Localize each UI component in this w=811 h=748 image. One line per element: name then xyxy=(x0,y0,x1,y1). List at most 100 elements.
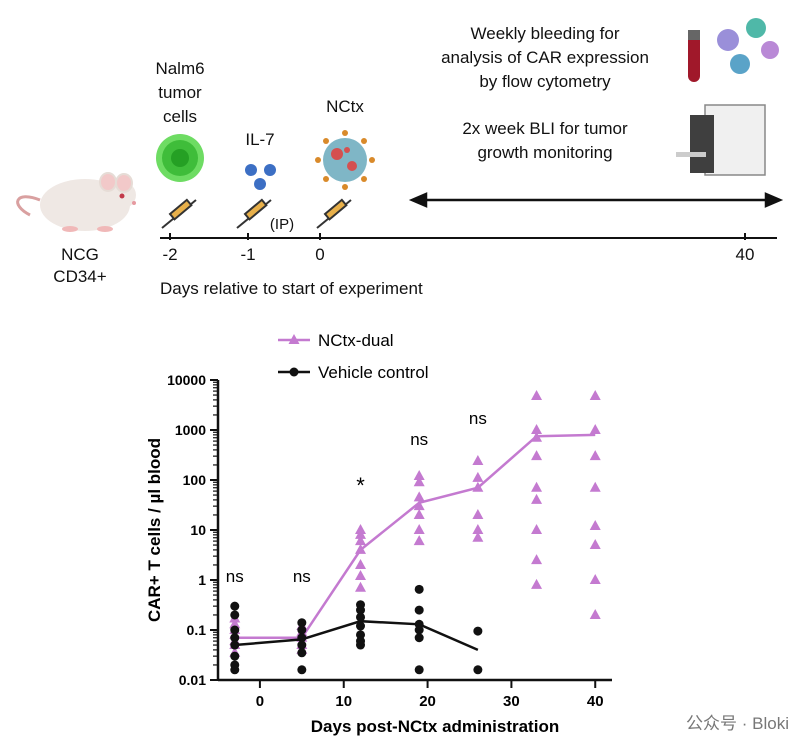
series-mean-line xyxy=(234,433,596,639)
bli-text-line1: 2x week BLI for tumor xyxy=(462,119,628,138)
data-point xyxy=(356,612,366,622)
data-point xyxy=(413,470,425,481)
data-point xyxy=(531,450,543,461)
data-point xyxy=(531,389,543,400)
data-point xyxy=(356,630,366,640)
syringe-icon xyxy=(236,198,272,229)
data-point xyxy=(413,508,425,519)
data-point xyxy=(355,581,367,592)
timeline-axis xyxy=(160,233,777,240)
immune-cells-icon xyxy=(717,18,779,74)
data-point xyxy=(230,610,240,620)
tumor-label-line2: tumor xyxy=(158,83,202,102)
legend-marker xyxy=(288,334,300,344)
data-point xyxy=(531,424,543,434)
data-point xyxy=(589,539,601,550)
data-point xyxy=(531,481,543,492)
significance-label: * xyxy=(356,473,365,498)
x-tick-label: 0 xyxy=(256,693,264,710)
data-point xyxy=(355,543,367,554)
data-point xyxy=(413,491,425,502)
data-point xyxy=(589,424,601,434)
timeline-tick-label: 40 xyxy=(735,245,755,264)
data-point xyxy=(355,535,367,546)
data-point xyxy=(531,524,543,534)
data-point xyxy=(472,508,484,519)
virus-icon xyxy=(315,130,375,190)
tumor-cell-icon xyxy=(156,134,204,182)
data-point xyxy=(230,633,240,643)
data-point xyxy=(356,621,366,631)
bli-text-line2: growth monitoring xyxy=(477,143,613,162)
tumor-label-line3: cells xyxy=(162,107,197,126)
data-point xyxy=(413,500,425,511)
y-tick-label: 0.1 xyxy=(187,622,207,638)
schematic-graphics xyxy=(16,18,784,240)
data-point xyxy=(414,605,424,615)
y-tick-label: 0.01 xyxy=(179,672,206,688)
timeline-tick-label: -1 xyxy=(240,245,256,264)
bleeding-text-line1: Weekly bleeding for xyxy=(470,24,620,43)
y-tick-label: 100 xyxy=(183,472,207,488)
data-point xyxy=(414,584,424,594)
timeline-tick-label: -2 xyxy=(162,245,178,264)
plot-area: 0.01 0.1 1 10 100 1000 10000 0 10 20 30 40 Days post… xyxy=(145,331,612,736)
data-point xyxy=(297,648,307,658)
watermark: 公众号 · Bloki xyxy=(686,714,789,733)
data-point xyxy=(230,625,240,635)
significance-label: ns xyxy=(226,567,244,586)
x-tick-label: 10 xyxy=(335,693,352,710)
data-point xyxy=(413,476,425,487)
y-tick-label: 10 xyxy=(190,522,206,538)
data-point xyxy=(589,481,601,492)
data-point xyxy=(473,665,483,675)
x-tick-label: 30 xyxy=(503,693,520,710)
data-point xyxy=(297,618,307,628)
ip-label: (IP) xyxy=(269,216,295,233)
x-tick-label: 40 xyxy=(587,693,604,710)
experiment-schematic: NCG CD34+ Nalm6 tumor cells IL-7 (IP) NC… xyxy=(0,0,811,330)
data-point xyxy=(589,450,601,461)
data-point xyxy=(413,535,425,546)
imaging-instrument-icon xyxy=(676,104,766,176)
data-point xyxy=(589,520,601,531)
data-point xyxy=(413,524,425,534)
significance-label: ns xyxy=(469,409,487,428)
x-tick-label: 20 xyxy=(419,693,436,710)
data-point xyxy=(230,651,240,661)
significance-label: ns xyxy=(410,430,428,449)
y-tick-label: 1 xyxy=(198,572,206,588)
data-point xyxy=(414,665,424,675)
legend-label: Vehicle control xyxy=(318,363,429,382)
data-point xyxy=(531,554,543,565)
syringe-icon xyxy=(316,198,352,229)
il7-label: IL-7 xyxy=(245,130,275,149)
mouse-label-line2: CD34+ xyxy=(53,267,107,286)
y-axis-label: CAR+ T cells / µl blood xyxy=(145,438,164,622)
data-point xyxy=(589,389,601,400)
data-point xyxy=(356,640,366,650)
y-tick-label: 10000 xyxy=(167,372,206,388)
data-point xyxy=(229,618,241,629)
monitoring-arrow xyxy=(408,192,784,208)
data-point xyxy=(230,640,240,650)
data-point xyxy=(414,633,424,643)
data-point xyxy=(297,640,307,650)
data-point xyxy=(472,531,484,542)
data-point xyxy=(414,625,424,635)
data-point xyxy=(472,471,484,482)
data-point xyxy=(355,558,367,569)
bleeding-text-line2: analysis of CAR expression xyxy=(441,48,649,67)
legend-marker xyxy=(289,367,299,377)
bleeding-text-line3: by flow cytometry xyxy=(479,72,611,91)
timeline-tick-label: 0 xyxy=(315,245,325,264)
nctx-label: NCtx xyxy=(326,97,364,116)
data-point xyxy=(589,608,601,619)
tumor-label-line1: Nalm6 xyxy=(155,59,205,78)
data-point xyxy=(356,605,366,615)
mouse-icon xyxy=(16,172,136,232)
data-point xyxy=(473,626,483,636)
car-t-cells-chart: 0.01 0.1 1 10 100 1000 10000 0 10 20 30 40 Days post… xyxy=(145,331,612,736)
mouse-label-line1: NCG xyxy=(61,245,99,264)
data-point xyxy=(531,578,543,589)
